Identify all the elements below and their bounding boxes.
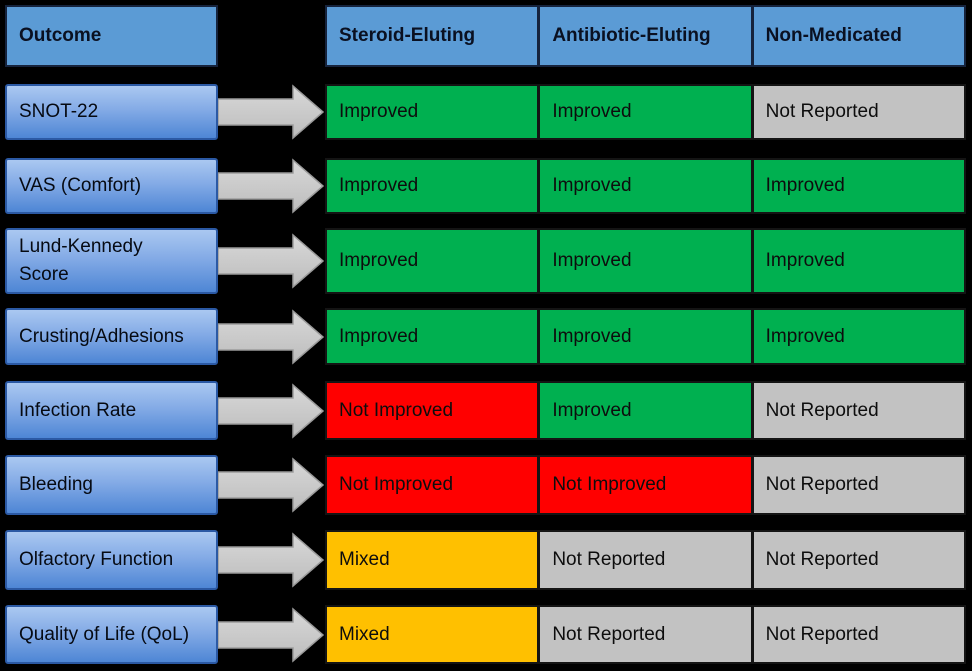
row-label: Bleeding bbox=[5, 455, 218, 515]
status-cell: Mixed bbox=[325, 530, 539, 590]
outcome-row: SNOT-22 Improved Improved Not Reported bbox=[5, 84, 966, 140]
status-cell: Not Reported bbox=[752, 455, 966, 515]
status-cell: Not Improved bbox=[325, 455, 539, 515]
right-arrow-icon bbox=[218, 607, 325, 663]
status-cell: Improved bbox=[538, 381, 752, 440]
right-arrow-icon bbox=[218, 309, 325, 365]
outcomes-comparison-figure: Outcome Steroid-Eluting Antibiotic-Eluti… bbox=[0, 0, 972, 671]
row-label: Lund-Kennedy Score bbox=[5, 228, 218, 294]
right-arrow-icon bbox=[218, 233, 325, 289]
row-cells: Improved Improved Not Reported bbox=[325, 84, 966, 140]
outcome-row: Lund-Kennedy Score Improved Improved Imp… bbox=[5, 228, 966, 294]
row-cells: Improved Improved Improved bbox=[325, 158, 966, 214]
status-cell: Improved bbox=[538, 84, 752, 140]
right-arrow-icon bbox=[218, 84, 325, 140]
outcome-row: Crusting/Adhesions Improved Improved Imp… bbox=[5, 308, 966, 365]
arrow-zone bbox=[218, 84, 325, 140]
header-row: Outcome Steroid-Eluting Antibiotic-Eluti… bbox=[5, 5, 966, 67]
right-arrow-icon bbox=[218, 532, 325, 588]
row-label: SNOT-22 bbox=[5, 84, 218, 140]
outcome-column-header: Outcome bbox=[5, 5, 218, 67]
status-cell: Not Improved bbox=[538, 455, 752, 515]
status-cell: Not Reported bbox=[538, 530, 752, 590]
arrow-zone bbox=[218, 530, 325, 590]
arrow-zone bbox=[218, 381, 325, 440]
arrow-zone bbox=[218, 308, 325, 365]
row-cells: Improved Improved Improved bbox=[325, 228, 966, 294]
outcome-row: Infection Rate Not Improved Improved Not… bbox=[5, 381, 966, 440]
row-cells: Not Improved Improved Not Reported bbox=[325, 381, 966, 440]
status-cell: Improved bbox=[538, 158, 752, 214]
row-cells: Improved Improved Improved bbox=[325, 308, 966, 365]
row-cells: Mixed Not Reported Not Reported bbox=[325, 530, 966, 590]
outcome-row: Quality of Life (QoL) Mixed Not Reported… bbox=[5, 605, 966, 664]
outcome-row: VAS (Comfort) Improved Improved Improved bbox=[5, 158, 966, 214]
right-arrow-icon bbox=[218, 383, 325, 439]
status-cell: Not Reported bbox=[752, 381, 966, 440]
status-cell: Not Reported bbox=[752, 84, 966, 140]
row-label: Olfactory Function bbox=[5, 530, 218, 590]
row-label: Crusting/Adhesions bbox=[5, 308, 218, 365]
row-label: Quality of Life (QoL) bbox=[5, 605, 218, 664]
arrow-zone bbox=[218, 158, 325, 214]
right-arrow-icon bbox=[218, 457, 325, 513]
column-header-steroid-eluting: Steroid-Eluting bbox=[325, 5, 539, 67]
arrow-zone bbox=[218, 605, 325, 664]
row-label: Infection Rate bbox=[5, 381, 218, 440]
status-cell: Not Reported bbox=[752, 605, 966, 664]
arrow-spacer bbox=[218, 5, 325, 67]
column-header-non-medicated: Non-Medicated bbox=[752, 5, 966, 67]
outcome-row: Bleeding Not Improved Not Improved Not R… bbox=[5, 455, 966, 515]
arrow-zone bbox=[218, 455, 325, 515]
status-cell: Not Reported bbox=[752, 530, 966, 590]
status-cell: Mixed bbox=[325, 605, 539, 664]
status-cell: Improved bbox=[538, 228, 752, 294]
right-arrow-icon bbox=[218, 158, 325, 214]
status-cell: Improved bbox=[538, 308, 752, 365]
header-cells: Steroid-Eluting Antibiotic-Eluting Non-M… bbox=[325, 5, 966, 67]
status-cell: Not Improved bbox=[325, 381, 539, 440]
status-cell: Improved bbox=[325, 228, 539, 294]
status-cell: Improved bbox=[752, 308, 966, 365]
column-header-antibiotic-eluting: Antibiotic-Eluting bbox=[538, 5, 752, 67]
arrow-zone bbox=[218, 228, 325, 294]
status-cell: Improved bbox=[325, 84, 539, 140]
status-cell: Improved bbox=[325, 308, 539, 365]
outcome-rows: SNOT-22 Improved Improved Not Reported V… bbox=[5, 84, 966, 664]
row-cells: Not Improved Not Improved Not Reported bbox=[325, 455, 966, 515]
status-cell: Improved bbox=[325, 158, 539, 214]
status-cell: Improved bbox=[752, 228, 966, 294]
status-cell: Improved bbox=[752, 158, 966, 214]
row-label: VAS (Comfort) bbox=[5, 158, 218, 214]
row-cells: Mixed Not Reported Not Reported bbox=[325, 605, 966, 664]
outcome-row: Olfactory Function Mixed Not Reported No… bbox=[5, 530, 966, 590]
status-cell: Not Reported bbox=[538, 605, 752, 664]
